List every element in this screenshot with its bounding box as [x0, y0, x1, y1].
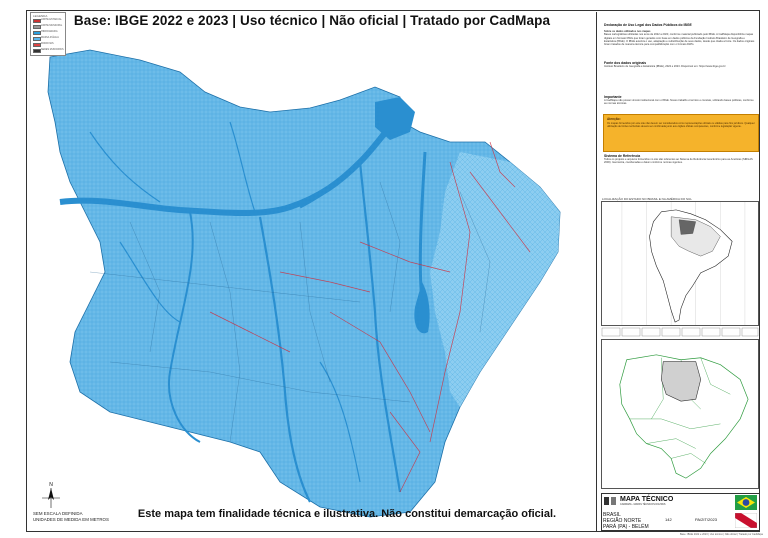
section-body: A CadMapa não possui vínculo institucion…: [604, 99, 754, 106]
warning-body: Os mapas fornecidos por este site não de…: [607, 122, 755, 129]
cadmapa-logo-icon: [604, 497, 616, 505]
section-body: Todos os projetos e arquivos fornecidos …: [604, 158, 753, 165]
map-code: 142: [665, 517, 672, 522]
footer-note: Base: IBGE 2022 e 2023 | Uso técnico | N…: [680, 533, 763, 536]
legend-item: LIMITE ESTADUAL: [33, 18, 63, 23]
section-title: Importante: [604, 95, 622, 99]
legend-item: MASSA D'ÁGUA: [33, 36, 63, 41]
south-america-locator-map: [601, 201, 759, 326]
north-arrow-icon: N: [42, 482, 60, 508]
disclaimer-text: Este mapa tem finalidade técnica e ilust…: [137, 508, 557, 520]
title-block: [601, 493, 760, 531]
map-title: Base: IBGE 2022 e 2023 | Uso técnico | N…: [73, 13, 551, 28]
warning-box: Atenção: Os mapas fornecidos por este si…: [603, 114, 759, 152]
roads-layer: [209, 141, 531, 493]
location-country: BRASIL: [603, 512, 621, 518]
section-title: Declaração de Uso Legal dos Dados Públic…: [604, 23, 692, 27]
legend-title: LEGENDA: [33, 14, 48, 18]
legend-item: HIDROGRAFIA: [33, 30, 63, 35]
brazil-locator-map: [601, 339, 759, 489]
locator-strip: [601, 327, 759, 337]
section-subtitle: Sobre os dados utilizados nos mapas: [604, 30, 651, 34]
brand-title: MAPA TÉCNICO: [620, 496, 674, 503]
location-info: BRASIL REGIÃO NORTE PARÁ (PA) - BELÉM: [603, 512, 649, 530]
brazil-flag-icon: [735, 495, 757, 510]
scale-line-2: UNIDADES DE MEDIDA EM METROS: [33, 517, 109, 522]
state-map: [47, 49, 561, 518]
legend-item: LIMITE MUNICIPAL: [33, 24, 63, 29]
para-flag-icon: [735, 513, 757, 528]
scale-note: SEM ESCALA DEFINIDA UNIDADES DE MEDIDA E…: [33, 511, 109, 523]
legend-box: LEGENDA LIMITE ESTADUAL LIMITE MUNICIPAL…: [30, 12, 66, 56]
legend-item: SEDES MUNICIPAIS: [33, 48, 64, 53]
section-body: Instituto Brasileiro de Geografia e Esta…: [604, 65, 726, 69]
location-state: PARÁ (PA) - BELÉM: [603, 524, 649, 530]
map-frame: [26, 10, 760, 532]
panel-section-3: Importante A CadMapa não possui vínculo …: [604, 95, 756, 106]
sheet-number: PA/2IT/2023: [695, 517, 717, 522]
info-panel: [596, 12, 760, 532]
scale-line-1: SEM ESCALA DEFINIDA: [33, 511, 83, 516]
panel-section-4: Sistema de Referência Todos os projetos …: [604, 154, 756, 165]
panel-section-2: Fonte dos dados originais Instituto Bras…: [604, 61, 756, 69]
panel-section-1: Declaração de Uso Legal dos Dados Públic…: [604, 23, 756, 47]
brand-subtitle: CADMAPA - MAPAS TÉCNICOS DIGITAIS: [620, 503, 666, 506]
section-title: Sistema de Referência: [604, 154, 641, 158]
section-body: Bases cartográficas utilizadas nos anos …: [604, 33, 755, 47]
warning-title: Atenção:: [607, 117, 621, 121]
section-title: Fonte dos dados originais: [604, 61, 647, 65]
map-area[interactable]: [30, 12, 594, 530]
svg-text:N: N: [49, 482, 53, 488]
locator-title: LOCALIZAÇÃO DO ESTADO NO BRASIL E NA AMÉ…: [602, 197, 692, 201]
legend-item: RODOVIAS: [33, 42, 63, 47]
location-region: REGIÃO NORTE: [603, 518, 642, 524]
